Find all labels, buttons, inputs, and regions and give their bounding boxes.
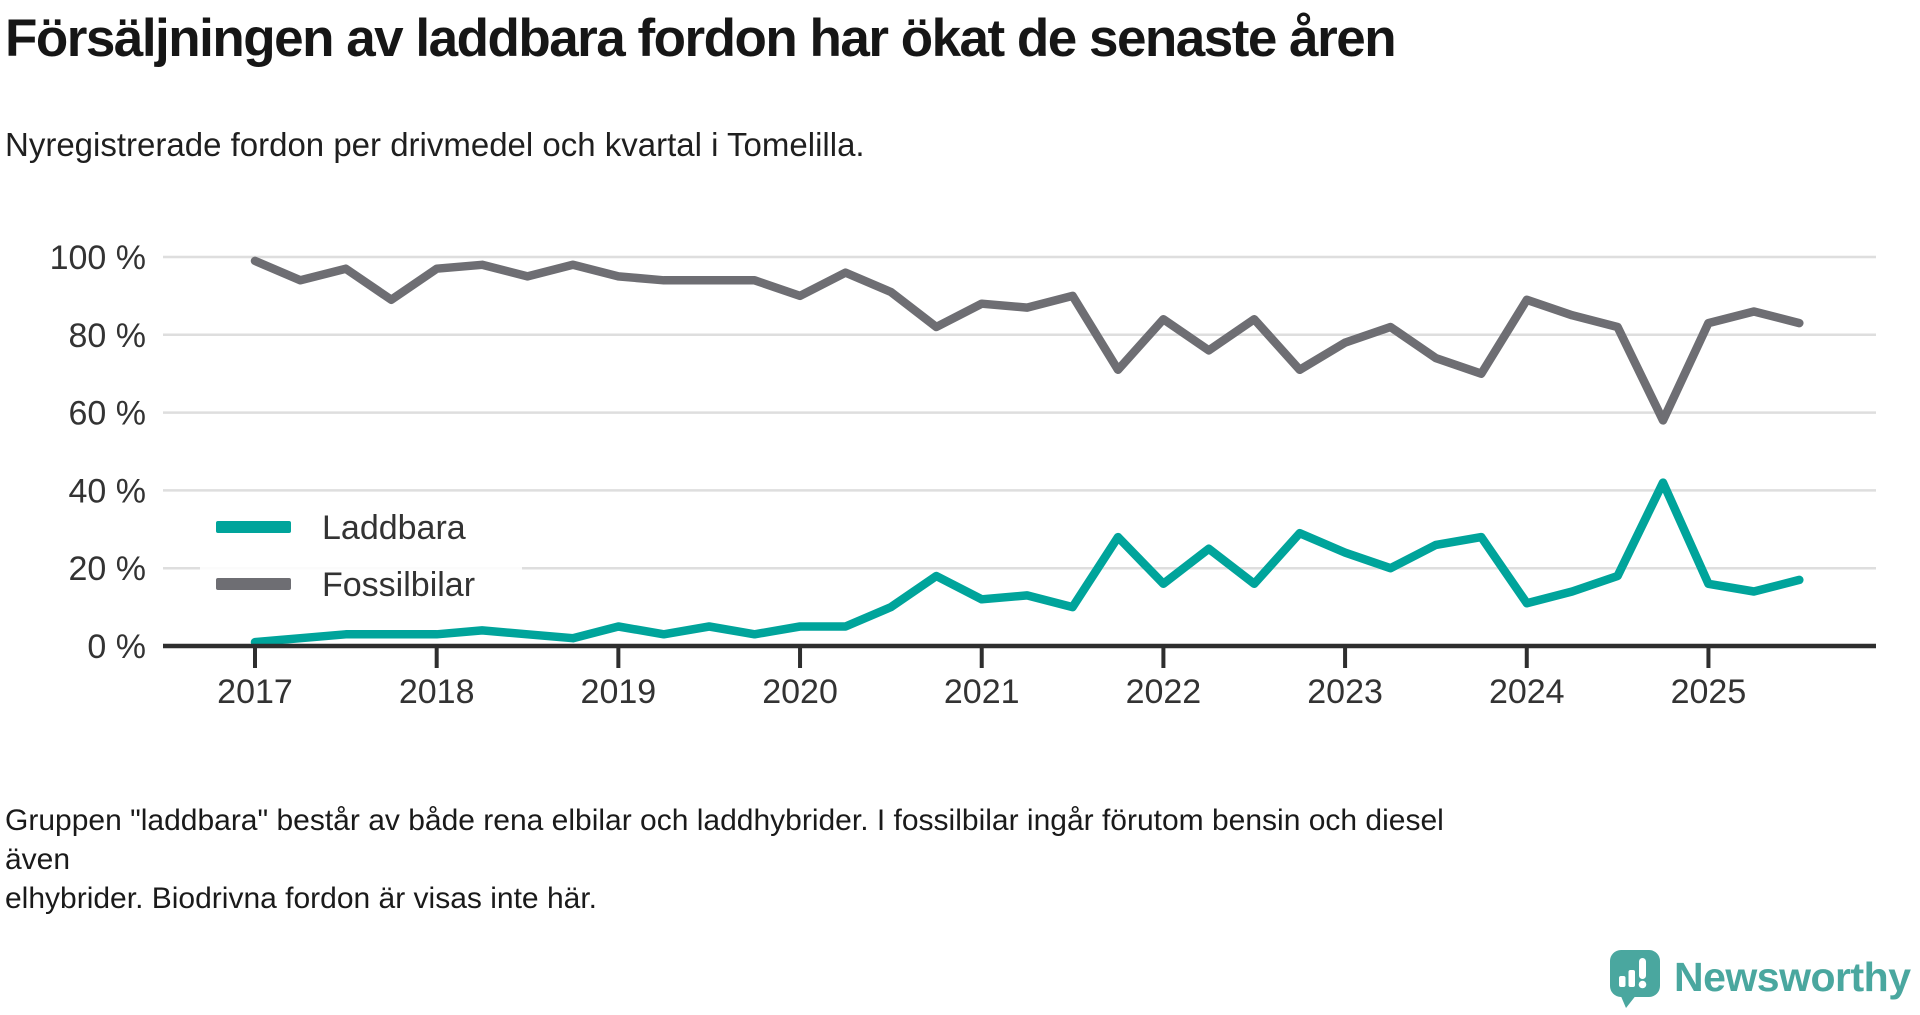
legend-label-fossilbilar: Fossilbilar [322,566,475,604]
bar-chart-speech-bubble-icon [1610,950,1660,1008]
page-title: Försäljningen av laddbara fordon har öka… [5,9,1397,68]
y-tick-label-20: 20 % [69,550,147,588]
legend-background [200,500,522,614]
newsworthy-logo: Newsworthy [1608,948,1920,1010]
legend-label-laddbara: Laddbara [322,509,466,547]
chart-subtitle: Nyregistrerade fordon per drivmedel och … [5,126,865,163]
legend: Laddbara Fossilbilar [200,500,522,614]
y-tick-label-100: 100 % [50,239,146,277]
x-tick-label-2022: 2022 [1126,673,1202,711]
x-tick-label-2019: 2019 [581,673,657,711]
footnote-line-1: Gruppen "laddbara" består av både rena e… [5,804,1444,876]
line-chart: 0 % 20 % 40 % 60 % 80 % 100 % Laddbara Fossil… [50,239,1876,711]
y-axis-labels: 0 % 20 % 40 % 60 % 80 % 100 % [50,239,146,666]
legend-swatch-fossilbilar [216,578,291,590]
x-axis-labels: 2017 2018 2019 2020 2021 2022 2023 2024 2025 [217,673,1746,711]
newsworthy-logo-text: Newsworthy [1674,954,1911,1000]
footnote-line-2: elhybrider. Biodrivna fordon är visas in… [5,882,597,915]
x-tick-label-2017: 2017 [217,673,293,711]
y-tick-label-80: 80 % [69,317,147,355]
footnote: Gruppen "laddbara" består av både rena e… [5,801,1505,918]
x-tick-label-2020: 2020 [762,673,838,711]
y-tick-label-40: 40 % [69,472,147,510]
x-tick-label-2024: 2024 [1489,673,1565,711]
x-tick-label-2018: 2018 [399,673,475,711]
x-tick-label-2023: 2023 [1307,673,1383,711]
x-tick-label-2025: 2025 [1671,673,1747,711]
laddbara-line [250,478,1804,647]
y-tick-label-60: 60 % [69,395,147,433]
x-axis-ticks [253,648,1711,668]
x-tick-label-2021: 2021 [944,673,1020,711]
y-tick-label-0: 0 % [87,628,146,666]
legend-swatch-laddbara [216,521,291,533]
fossilbilar-line [250,256,1804,425]
